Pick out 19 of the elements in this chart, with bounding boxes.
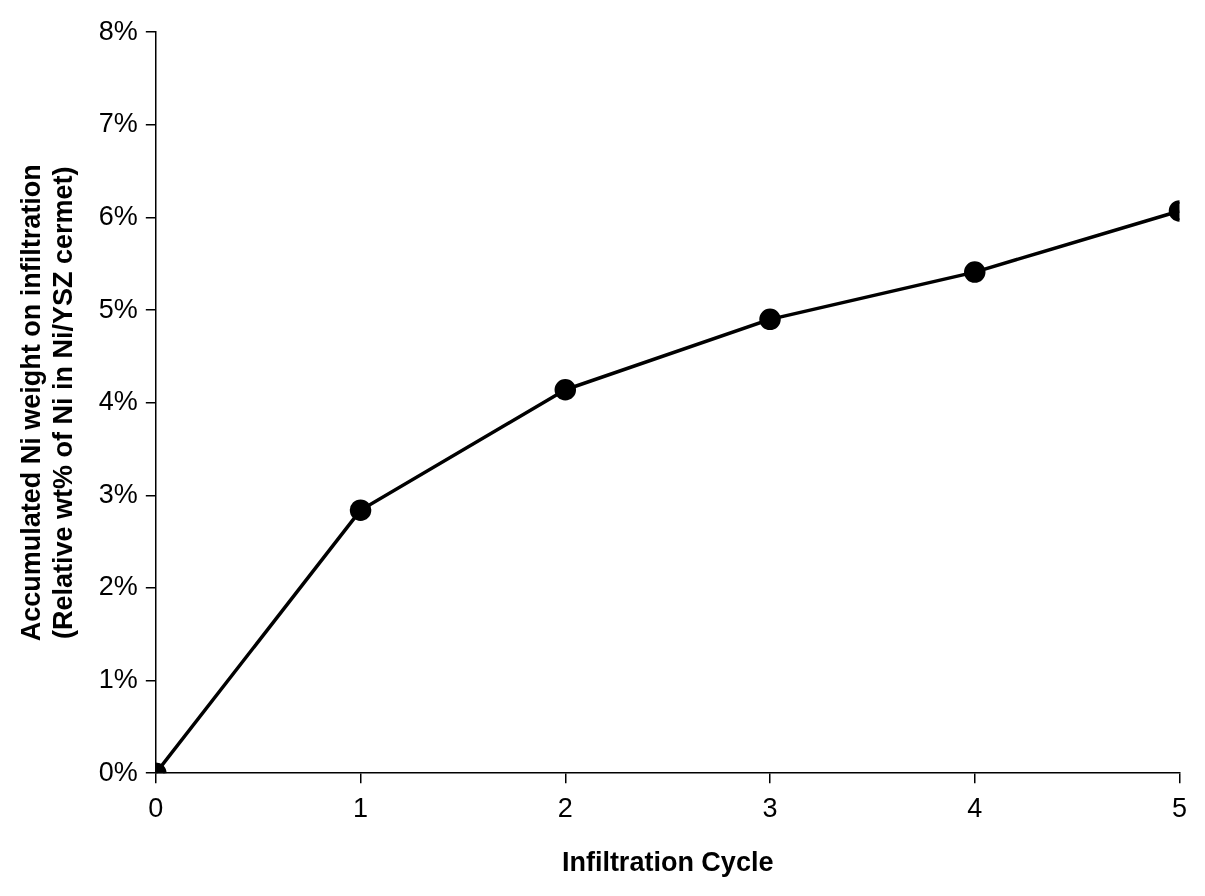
y-tick-label: 0% [98, 756, 138, 787]
y-tick-label: 7% [98, 108, 138, 139]
y-axis-title: Accumulated Ni weight on infiltration (Relative wt% of Ni in Ni/YSZ cermet) [15, 164, 79, 642]
x-tick-label: 0 [148, 792, 164, 823]
y-tick-label: 6% [98, 200, 138, 231]
y-tick-label: 4% [98, 386, 138, 417]
y-tick-label: 1% [98, 664, 138, 695]
point [759, 308, 781, 331]
y-tick-label: 5% [98, 293, 138, 324]
x-tick-label: 3 [762, 792, 778, 823]
x-tick-label: 5 [1171, 792, 1188, 823]
x-tick-label: 4 [967, 792, 983, 823]
y-tick-label: 8% [98, 15, 138, 46]
x-tick-label: 2 [557, 792, 573, 823]
x-tick-label: 1 [353, 792, 369, 823]
point [554, 378, 577, 401]
y-tick-label: 2% [98, 571, 138, 602]
x-axis-title: Infiltration Cycle [561, 847, 774, 878]
y-tick-label: 3% [98, 478, 138, 509]
